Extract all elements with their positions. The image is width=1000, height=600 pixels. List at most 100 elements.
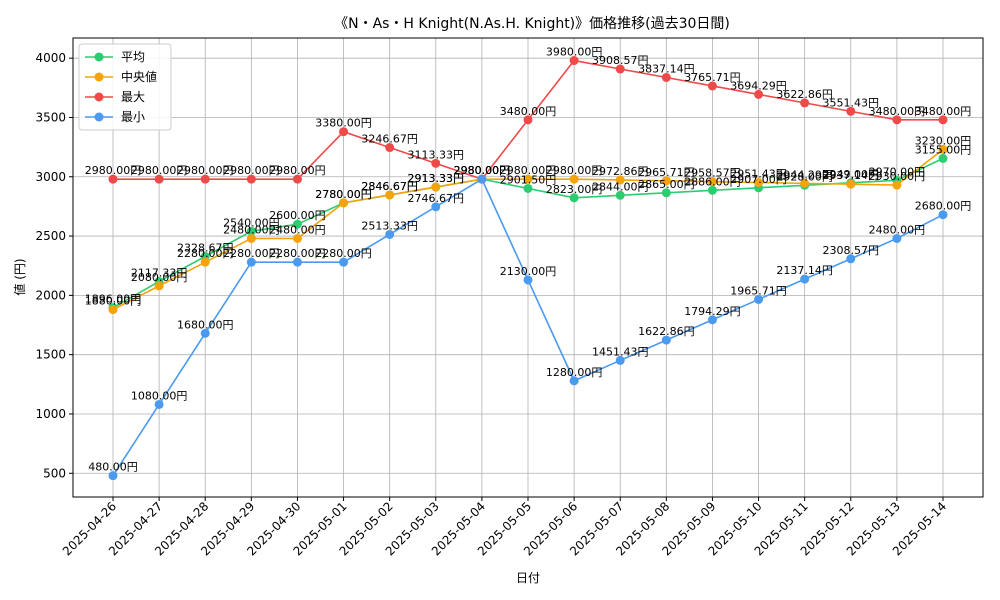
data-label: 2972.86円 — [592, 165, 649, 178]
data-label: 2937.14円 — [823, 169, 880, 182]
data-label: 2913.33円 — [408, 172, 465, 185]
data-label: 2280.00円 — [223, 247, 280, 260]
data-point — [108, 471, 118, 481]
data-label: 3246.67円 — [361, 133, 418, 146]
data-label: 3622.86円 — [776, 88, 833, 101]
chart-title: 《N・As・H Knight(N.As.H. Knight)》価格推移(過去30… — [334, 16, 730, 32]
data-point — [246, 257, 256, 267]
data-point — [707, 315, 717, 325]
data-label: 2980.00円 — [454, 164, 511, 177]
data-point — [661, 176, 671, 186]
data-point — [661, 335, 671, 345]
data-label: 2280.00円 — [177, 247, 234, 260]
data-point — [477, 174, 487, 184]
data-point — [754, 294, 764, 304]
data-point — [246, 226, 256, 236]
data-label: 1280.00円 — [546, 366, 603, 379]
data-point — [339, 257, 349, 267]
y-tick-label: 4000 — [35, 51, 66, 65]
data-label: 2280.00円 — [269, 247, 326, 260]
data-point — [892, 233, 902, 243]
data-point — [200, 257, 210, 267]
data-label: 2928.00円 — [776, 170, 833, 183]
data-label: 2846.67円 — [361, 180, 418, 193]
data-point — [292, 257, 302, 267]
data-point — [385, 190, 395, 200]
data-label: 3380.00円 — [315, 117, 372, 130]
data-point — [846, 106, 856, 116]
data-point — [292, 219, 302, 229]
data-point — [707, 177, 717, 187]
data-point — [385, 143, 395, 153]
data-label: 2958.57円 — [684, 167, 741, 180]
data-label: 480.00円 — [88, 461, 138, 474]
data-point — [523, 174, 533, 184]
data-label: 2980.00円 — [131, 164, 188, 177]
data-label: 3480.00円 — [500, 105, 557, 118]
data-label: 1622.86円 — [638, 325, 695, 338]
data-label: 2949.00円 — [823, 168, 880, 181]
data-label: 2328.67円 — [177, 241, 234, 254]
data-point — [108, 305, 118, 315]
legend-entry: 最大 — [121, 90, 145, 104]
data-label: 2980.00円 — [177, 164, 234, 177]
data-point — [800, 178, 810, 188]
legend-entry: 最小 — [121, 110, 145, 124]
data-point — [615, 190, 625, 200]
data-label: 2865.00円 — [638, 178, 695, 191]
data-point — [938, 210, 948, 220]
data-point — [846, 254, 856, 264]
data-point — [200, 328, 210, 338]
data-label: 1965.71円 — [730, 284, 787, 297]
data-point — [800, 98, 810, 108]
data-point — [154, 281, 164, 291]
data-label: 1896.00円 — [85, 293, 142, 306]
data-label: 2980.00円 — [223, 164, 280, 177]
data-label: 2846.67円 — [361, 180, 418, 193]
data-label: 2930.00円 — [869, 170, 926, 183]
data-point — [754, 89, 764, 99]
legend-box — [78, 43, 172, 131]
y-tick-label: 3500 — [35, 110, 66, 124]
data-point — [523, 115, 533, 125]
y-axis-label: 値 (円) — [12, 258, 27, 295]
data-label: 2823.00円 — [546, 183, 603, 196]
data-label: 2970.00円 — [869, 165, 926, 178]
data-point — [154, 399, 164, 409]
data-point — [246, 174, 256, 184]
data-point — [569, 174, 579, 184]
data-point — [108, 174, 118, 184]
data-label: 2780.00円 — [315, 188, 372, 201]
data-label: 1794.29円 — [684, 305, 741, 318]
data-label: 2130.00円 — [500, 265, 557, 278]
legend-entry: 平均 — [121, 50, 145, 64]
data-label: 2980.00円 — [546, 164, 603, 177]
data-point — [569, 376, 579, 386]
data-label: 2913.33円 — [408, 172, 465, 185]
data-label: 2480.00円 — [223, 223, 280, 236]
data-point — [431, 202, 441, 212]
y-tick-label: 1000 — [35, 407, 66, 421]
data-labels: 1896.00円 2117.33円 2328.67円 2540.00円2600.00円… — [85, 46, 972, 474]
data-label: 2137.14円 — [776, 264, 833, 277]
series-lines — [108, 56, 948, 481]
data-label: 2746.67円 — [408, 192, 465, 205]
data-label: 2965.71円 — [638, 166, 695, 179]
data-label: 1451.43円 — [592, 345, 649, 358]
legend-swatch-marker — [94, 92, 104, 102]
data-point — [707, 185, 717, 195]
data-label: 2680.00円 — [915, 200, 972, 213]
data-label: 2540.00円 — [223, 216, 280, 229]
data-label: 2513.33円 — [361, 219, 418, 232]
data-label: 2780.00円 — [315, 188, 372, 201]
data-point — [523, 183, 533, 193]
data-label: 3551.43円 — [823, 96, 880, 109]
data-label: 2951.43円 — [730, 168, 787, 181]
data-label: 2980.00円 — [454, 164, 511, 177]
data-label: 3908.57円 — [592, 54, 649, 67]
data-label: 2600.00円 — [269, 209, 326, 222]
data-label: 3480.00円 — [915, 105, 972, 118]
data-point — [846, 179, 856, 189]
